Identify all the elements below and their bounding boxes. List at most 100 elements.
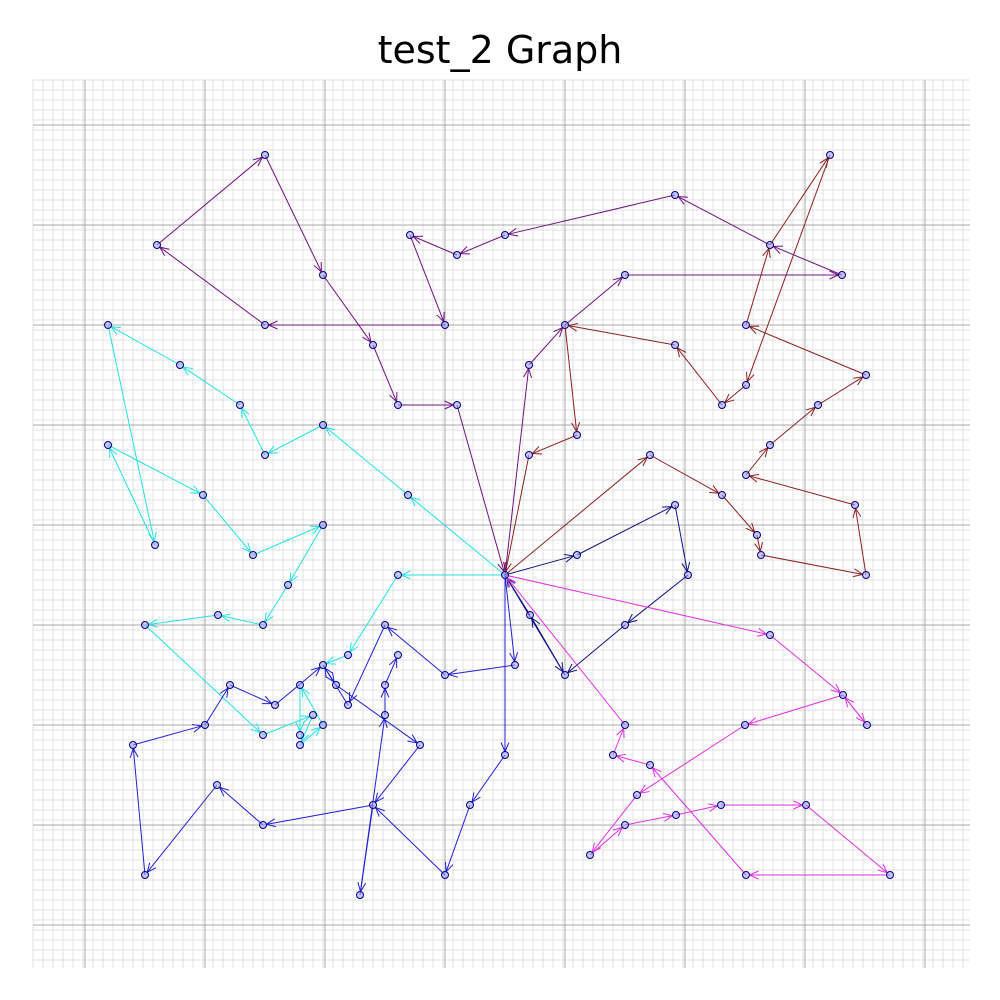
blue-path-a-edge bbox=[219, 786, 264, 826]
magenta-path-edge bbox=[748, 694, 844, 725]
cyan-path-edge bbox=[299, 726, 321, 746]
graph-node bbox=[839, 691, 847, 699]
brown-path-edge bbox=[505, 454, 530, 572]
graph-node bbox=[525, 361, 533, 369]
graph-node bbox=[621, 621, 629, 629]
graph-node bbox=[261, 151, 269, 159]
graph-node bbox=[672, 811, 680, 819]
cyan-path-edge bbox=[148, 614, 219, 626]
graph-node bbox=[441, 871, 449, 879]
blue-path-a-edge bbox=[229, 684, 273, 705]
graph-node bbox=[646, 451, 654, 459]
graph-node bbox=[261, 321, 269, 329]
purple-path-edge bbox=[508, 194, 676, 235]
graph-node bbox=[344, 701, 352, 709]
cyan-path-edge bbox=[267, 424, 324, 454]
purple-path-edge bbox=[156, 156, 263, 246]
graph-node bbox=[621, 721, 629, 729]
graph-node bbox=[394, 401, 402, 409]
graph-node bbox=[814, 401, 822, 409]
navy-path-edge bbox=[576, 506, 673, 556]
graph-title: test_2 Graph bbox=[377, 28, 623, 72]
cyan-path-edge bbox=[325, 426, 409, 496]
graph-node bbox=[259, 621, 267, 629]
cyan-path-edge bbox=[301, 687, 324, 726]
graph-node bbox=[381, 681, 389, 689]
graph-node bbox=[863, 721, 871, 729]
graph-node bbox=[717, 801, 725, 809]
blue-path-b-edge bbox=[445, 804, 471, 872]
blue-path-a-edge bbox=[266, 804, 374, 825]
brown-path-edge bbox=[721, 494, 756, 533]
brown-path-edge bbox=[724, 384, 747, 404]
cyan-path-edge bbox=[144, 624, 261, 733]
graph-node bbox=[259, 821, 267, 829]
graph-node bbox=[394, 571, 402, 579]
graph-node bbox=[802, 801, 810, 809]
graph-node bbox=[104, 321, 112, 329]
graph-node bbox=[586, 851, 594, 859]
brown-path-edge bbox=[817, 376, 864, 406]
graph-node bbox=[284, 581, 292, 589]
graph-node bbox=[441, 321, 449, 329]
graph-node bbox=[129, 741, 137, 749]
graph-node bbox=[862, 371, 870, 379]
graph-node bbox=[573, 431, 581, 439]
magenta-path-edge bbox=[506, 577, 626, 726]
brown-path-edge bbox=[749, 475, 856, 506]
graph-node bbox=[394, 651, 402, 659]
graph-node bbox=[319, 521, 327, 529]
blue-path-b-edge bbox=[375, 807, 446, 876]
graph-node bbox=[404, 491, 412, 499]
graph-node bbox=[141, 871, 149, 879]
cyan-path-edge bbox=[252, 525, 320, 556]
cyan-path-edge bbox=[107, 444, 201, 494]
cyan-path-edge bbox=[410, 496, 506, 576]
brown-path-edge bbox=[649, 454, 720, 494]
graph-node bbox=[104, 441, 112, 449]
blue-path-a-edge bbox=[349, 624, 386, 703]
brown-path-edge bbox=[568, 325, 676, 346]
graph-node bbox=[319, 271, 327, 279]
graph-node bbox=[153, 241, 161, 249]
magenta-path-edge bbox=[612, 728, 625, 756]
graph-node bbox=[236, 401, 244, 409]
graph-node bbox=[684, 571, 692, 579]
purple-path-edge bbox=[264, 154, 322, 273]
graph-node bbox=[213, 781, 221, 789]
graph-node bbox=[214, 611, 222, 619]
magenta-path-edge bbox=[591, 794, 638, 853]
graph-node bbox=[838, 271, 846, 279]
graph-node bbox=[621, 271, 629, 279]
brown-path-edge bbox=[749, 325, 867, 376]
graph-node bbox=[851, 501, 859, 509]
graph-node bbox=[671, 501, 679, 509]
magenta-path-edge bbox=[805, 804, 888, 874]
nodes bbox=[104, 151, 894, 899]
graph-node bbox=[453, 251, 461, 259]
cyan-path-edge bbox=[264, 584, 289, 623]
graph-node bbox=[226, 681, 234, 689]
graph-node bbox=[466, 801, 474, 809]
purple-path-edge bbox=[460, 234, 506, 255]
graph-node bbox=[199, 491, 207, 499]
cyan-path-edge bbox=[109, 447, 156, 546]
blue-path-b-edge bbox=[471, 754, 506, 803]
brown-path-edge bbox=[745, 248, 770, 326]
brown-path-edge bbox=[855, 508, 867, 576]
purple-path-edge bbox=[409, 234, 445, 322]
graph-node bbox=[766, 241, 774, 249]
purple-path-edge bbox=[677, 196, 771, 246]
graph-node bbox=[742, 471, 750, 479]
graph-node bbox=[826, 151, 834, 159]
purple-path-edge bbox=[564, 276, 623, 326]
graph-node bbox=[356, 891, 364, 899]
graph-node bbox=[259, 731, 267, 739]
brown-path-edge bbox=[746, 154, 831, 382]
brown-path-edge bbox=[760, 554, 863, 575]
graph-node bbox=[621, 821, 629, 829]
purple-path-edge bbox=[456, 404, 505, 572]
magenta-path-edge bbox=[769, 634, 841, 694]
cyan-path-edge bbox=[289, 524, 324, 583]
